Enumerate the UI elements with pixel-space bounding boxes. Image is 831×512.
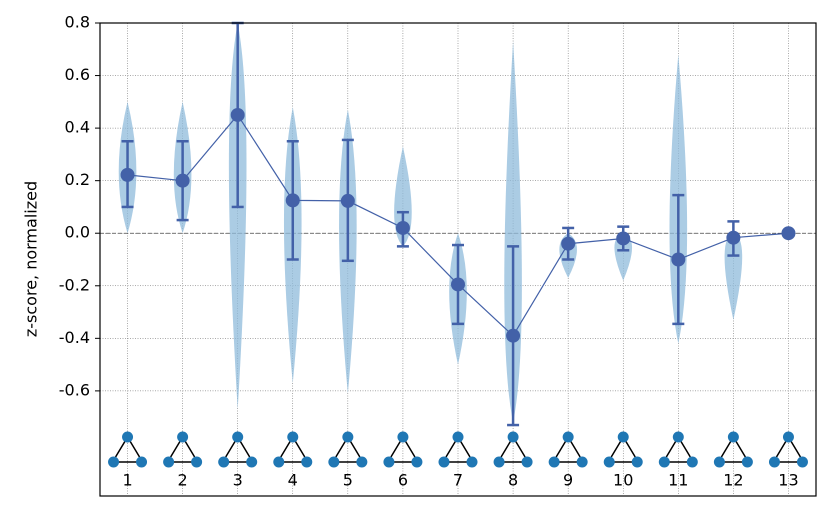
y-tick-label: 0.6 [65, 65, 90, 84]
motif-node [287, 431, 299, 443]
motif-node [507, 431, 519, 443]
x-tick-label: 12 [723, 471, 743, 490]
x-tick-label: 1 [122, 471, 132, 490]
y-axis-label: z-score, normalized [22, 181, 41, 337]
mean-point [451, 277, 465, 292]
x-tick-label: 11 [668, 471, 688, 490]
motif-node [301, 456, 313, 468]
y-tick-label: 0.2 [65, 170, 90, 189]
motif-node [163, 456, 175, 468]
motif-node [686, 456, 698, 468]
motif-node [658, 456, 670, 468]
plot-frame [99, 22, 817, 497]
x-tick-label: 6 [398, 471, 408, 490]
motif-node [713, 456, 725, 468]
motif-node [191, 456, 203, 468]
motif-node [383, 456, 395, 468]
motif-node [672, 431, 684, 443]
y-tick-label: 0.0 [65, 223, 90, 242]
motif-node [246, 456, 258, 468]
violin [504, 41, 522, 423]
mean-point [671, 252, 686, 267]
motif-node [617, 431, 629, 443]
motif-node [782, 431, 794, 443]
motif-node [741, 456, 753, 468]
motif-node [273, 456, 285, 468]
motif-node [603, 456, 615, 468]
x-tick-label: 4 [288, 471, 298, 490]
mean-point [781, 226, 796, 241]
y-tick-label: -0.2 [59, 275, 90, 294]
motif-node [177, 431, 189, 443]
mean-point [340, 193, 355, 208]
motif-node [122, 431, 134, 443]
y-tick-label: -0.4 [59, 328, 90, 347]
motif-node [328, 456, 340, 468]
motif-node [136, 456, 148, 468]
motif-node [108, 456, 120, 468]
x-tick-label: 10 [613, 471, 633, 490]
motif-node [576, 456, 588, 468]
y-tick-label: 0.4 [65, 118, 90, 137]
mean-point [506, 328, 521, 343]
motif-node [342, 431, 354, 443]
mean-point [561, 236, 576, 251]
mean-point [230, 107, 245, 122]
x-tick-label: 9 [563, 471, 573, 490]
motif-node [521, 456, 533, 468]
motif-node [631, 456, 643, 468]
motif-node [452, 431, 464, 443]
x-tick-label: 5 [343, 471, 353, 490]
motif-node [232, 431, 244, 443]
x-tick-label: 2 [178, 471, 188, 490]
mean-point [175, 173, 190, 188]
mean-point [395, 220, 410, 235]
motif-node [727, 431, 739, 443]
x-tick-label: 7 [453, 471, 463, 490]
x-tick-label: 8 [508, 471, 518, 490]
motif-node [548, 456, 560, 468]
y-tick-label: 0.8 [65, 13, 90, 32]
motif-node [562, 431, 574, 443]
y-tick-label: -0.6 [59, 380, 90, 399]
motif-node [218, 456, 230, 468]
motif-node [397, 431, 409, 443]
violin [614, 233, 633, 281]
mean-point [285, 193, 300, 208]
motif-node [493, 456, 505, 468]
motif-node [466, 456, 478, 468]
motif-node [356, 456, 368, 468]
motif-node [796, 456, 808, 468]
violin [394, 146, 412, 247]
mean-point [616, 231, 631, 246]
motif-node [768, 456, 780, 468]
mean-point [120, 167, 135, 182]
motif-node [411, 456, 423, 468]
x-tick-label: 13 [778, 471, 798, 490]
mean-point [726, 230, 741, 245]
x-tick-label: 3 [233, 471, 243, 490]
motif-node [438, 456, 450, 468]
